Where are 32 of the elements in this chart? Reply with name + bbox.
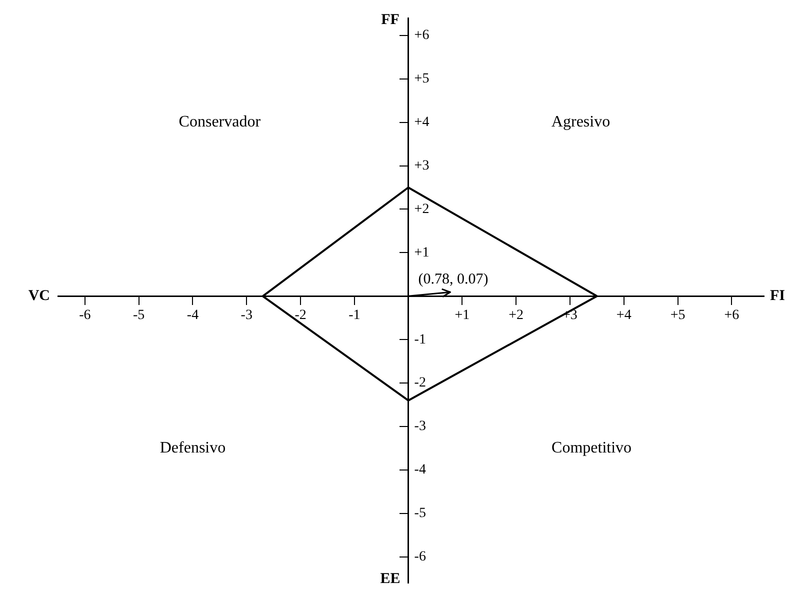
- x-tick-label: +1: [454, 308, 470, 324]
- y-tick-label: +6: [414, 28, 430, 44]
- x-tick-label: -1: [348, 308, 360, 324]
- y-tick-label: +3: [414, 158, 430, 174]
- text: VC: [28, 288, 50, 304]
- annotation: Defensivo: [160, 439, 226, 456]
- x-tick-label: +5: [670, 308, 686, 324]
- x-axis-title: FI: [770, 288, 786, 304]
- y-tick-label: -1: [414, 332, 426, 348]
- annotation: Conservador: [178, 114, 262, 131]
- x-tick-label: -3: [240, 308, 252, 324]
- y-tick-label: -3: [414, 419, 426, 434]
- annotation: Competitivo: [552, 439, 632, 456]
- y-tick-label: -6: [414, 550, 426, 565]
- annotation: (0.78, 0.07): [418, 272, 488, 288]
- y-tick-label: +2: [414, 202, 430, 217]
- y-tick-label: +4: [414, 114, 430, 130]
- x-tick-label: -2: [294, 308, 306, 324]
- annotation: Agresivo: [551, 114, 610, 131]
- y-axis-title: FF: [381, 12, 400, 28]
- y-tick-label: -2: [414, 376, 426, 391]
- y-tick-label: -4: [414, 462, 426, 478]
- x-tick-label: +4: [616, 308, 632, 324]
- x-tick-label: -6: [79, 308, 91, 324]
- x-tick-label: -5: [133, 308, 145, 324]
- x-tick-label: +2: [508, 308, 524, 324]
- y-tick-label: -5: [414, 506, 426, 522]
- x-tick-label: -4: [186, 308, 199, 324]
- y-tick-label: +5: [414, 72, 430, 87]
- y-tick-label: +1: [414, 245, 430, 260]
- annotation: EE: [380, 570, 400, 587]
- x-tick-label: +6: [724, 308, 740, 324]
